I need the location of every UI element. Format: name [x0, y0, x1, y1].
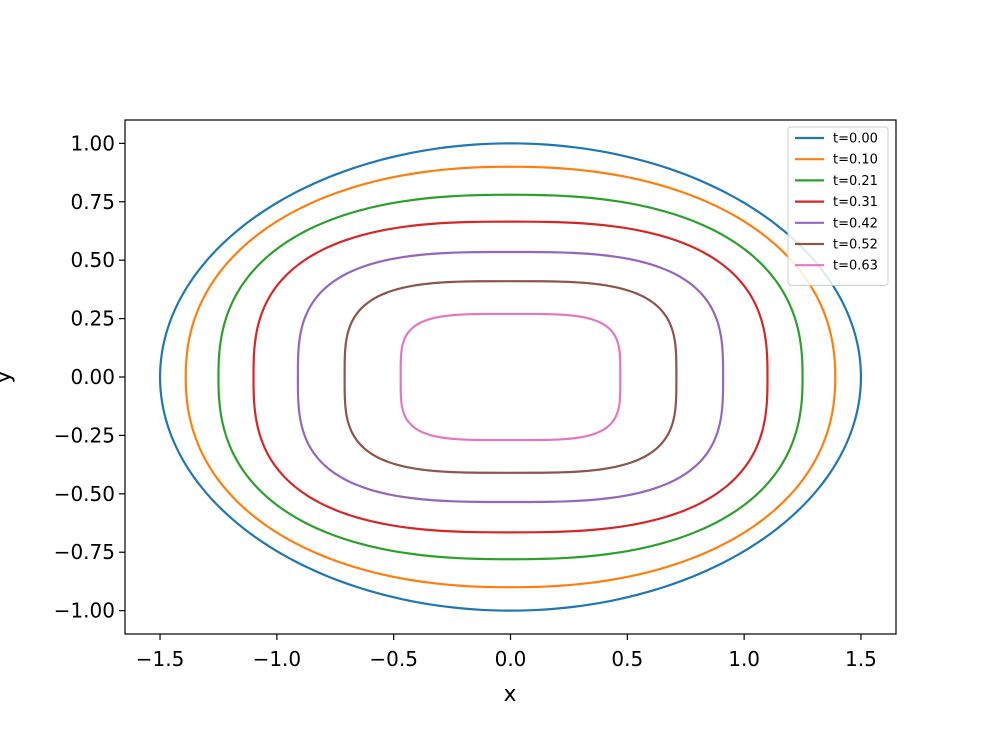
series-line-6 [399, 312, 622, 442]
series-line-0 [158, 142, 863, 612]
x-tick-label: 0.5 [611, 647, 643, 671]
x-tick-label: 1.0 [728, 647, 760, 671]
legend-label: t=0.42 [833, 216, 878, 231]
legend-label: t=0.63 [833, 259, 878, 274]
legend-label: t=0.21 [833, 174, 878, 189]
series-line-1 [184, 165, 837, 589]
y-tick-label: −0.75 [54, 540, 115, 564]
x-tick-label: −1.5 [136, 647, 185, 671]
y-tick-label: 0.75 [70, 190, 115, 214]
x-axis: −1.5 −1.0 −0.5 0.0 0.5 1.0 1.5 [136, 634, 877, 671]
y-axis-label: y [0, 370, 16, 383]
x-tick-label: 0.0 [495, 647, 527, 671]
y-axis: 1.00 0.75 0.50 0.25 0.00 −0.25 −0.50 −0.75 −1.00 [54, 131, 125, 623]
y-tick-label: 0.50 [70, 248, 115, 272]
x-tick-label: 1.5 [845, 647, 877, 671]
legend: t=0.00 t=0.10 t=0.21 t=0.31 t=0.42 t=0.52 t=0.… [787, 126, 889, 286]
legend-box [787, 126, 889, 286]
series-line-4 [296, 250, 725, 504]
y-tick-label: −1.00 [54, 599, 115, 623]
x-tick-label: −0.5 [369, 647, 418, 671]
plot-background [125, 120, 896, 634]
legend-label: t=0.52 [833, 238, 878, 253]
series-layer [158, 142, 863, 612]
legend-label: t=0.10 [833, 153, 878, 168]
legend-label: t=0.31 [833, 195, 878, 210]
y-tick-label: 0.25 [70, 307, 115, 331]
series-line-3 [252, 220, 769, 534]
series-line-5 [343, 280, 678, 474]
y-tick-label: 0.00 [70, 365, 115, 389]
x-tick-label: −1.0 [253, 647, 302, 671]
legend-label: t=0.00 [833, 132, 878, 147]
x-axis-label: x [503, 682, 516, 707]
y-tick-label: 1.00 [70, 131, 115, 155]
y-tick-label: −0.50 [54, 482, 115, 506]
y-tick-label: −0.25 [54, 423, 115, 447]
series-line-2 [217, 193, 804, 561]
